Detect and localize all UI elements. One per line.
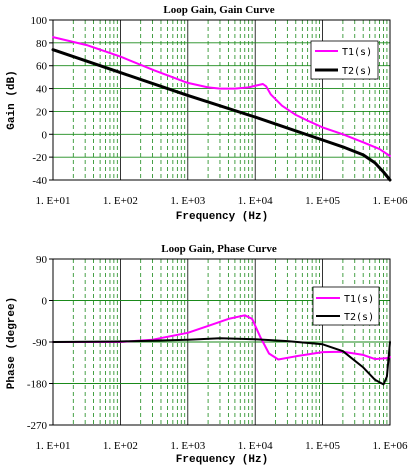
- gain-y-tick-label: 40: [36, 84, 48, 96]
- phase-y-tick-label: -270: [27, 420, 48, 432]
- gain-y-tick-label: -20: [32, 152, 47, 164]
- gain-plot-area: [52, 19, 391, 181]
- gain-y-axis-label: Gain (dB): [6, 70, 18, 129]
- phase-y-tick-label: 0: [42, 296, 48, 308]
- gain-y-tick-labels: 100 80 60 40 20 0 -20 -40: [31, 15, 48, 187]
- phase-x-tick-label: 1. E+03: [170, 440, 205, 452]
- gain-y-tick-label: 80: [36, 38, 48, 50]
- gain-x-axis-label: Frequency (Hz): [176, 211, 268, 223]
- phase-x-tick-label: 1. E+04: [238, 440, 273, 452]
- gain-legend-label-t2: T2(s): [342, 66, 372, 77]
- phase-x-tick-label: 1. E+01: [36, 440, 71, 452]
- phase-x-tick-label: 1. E+05: [305, 440, 340, 452]
- phase-y-tick-label: -90: [32, 337, 47, 349]
- gain-series-t1-line: [52, 36, 391, 157]
- phase-y-tick-label: 90: [36, 254, 48, 266]
- phase-legend-box: [312, 286, 380, 326]
- phase-x-axis-label: Frequency (Hz): [176, 454, 268, 466]
- gain-y-tick-label: -40: [32, 175, 47, 187]
- gain-y-tick-label: 100: [31, 15, 48, 27]
- phase-legend-label-t2: T2(s): [344, 312, 374, 323]
- phase-legend: T1(s) T2(s): [312, 286, 380, 326]
- phase-x-tick-label: 1. E+02: [103, 440, 138, 452]
- gain-legend-box: [310, 40, 379, 80]
- gain-y-tick-label: 20: [36, 106, 48, 118]
- gain-legend-label-t1: T1(s): [342, 47, 372, 58]
- phase-x-tick-labels: 1. E+01 1. E+02 1. E+03 1. E+04 1. E+05 1. E+…: [36, 440, 408, 452]
- gain-x-tick-label: 1. E+06: [373, 195, 408, 207]
- phase-y-axis-label: Phase (degree): [6, 297, 18, 389]
- gain-x-tick-label: 1. E+04: [238, 195, 273, 207]
- gain-x-tick-label: 1. E+01: [36, 195, 71, 207]
- gain-series-t2-line: [51, 48, 392, 182]
- gain-x-tick-label: 1. E+02: [103, 195, 138, 207]
- gain-legend: T1(s) T2(s): [310, 40, 379, 80]
- phase-series-t1-line: [52, 314, 391, 361]
- phase-legend-label-t1: T1(s): [344, 294, 374, 305]
- gain-series-group: [51, 36, 392, 182]
- phase-series-group: [52, 314, 391, 386]
- gain-y-tick-label: 0: [42, 129, 48, 141]
- gain-y-tick-label: 60: [36, 61, 48, 73]
- phase-y-tick-label: -180: [27, 379, 48, 391]
- gain-x-tick-labels: 1. E+01 1. E+02 1. E+03 1. E+04 1. E+05 1. E+…: [36, 195, 408, 207]
- phase-chart: Loop Gain, Phase Curve 90 0 -90 -180 -270 1.…: [6, 243, 408, 466]
- gain-x-tick-label: 1. E+05: [305, 195, 340, 207]
- phase-x-tick-label: 1. E+06: [373, 440, 408, 452]
- phase-series-t2-line: [52, 337, 391, 386]
- gain-chart-title: Loop Gain, Gain Curve: [163, 4, 274, 16]
- phase-chart-title: Loop Gain, Phase Curve: [161, 243, 277, 255]
- gain-chart: Loop Gain, Gain Curve 100 80 60 40 20 0 -20 -40…: [6, 4, 408, 223]
- gain-x-tick-label: 1. E+03: [170, 195, 205, 207]
- phase-y-tick-labels: 90 0 -90 -180 -270: [27, 254, 48, 432]
